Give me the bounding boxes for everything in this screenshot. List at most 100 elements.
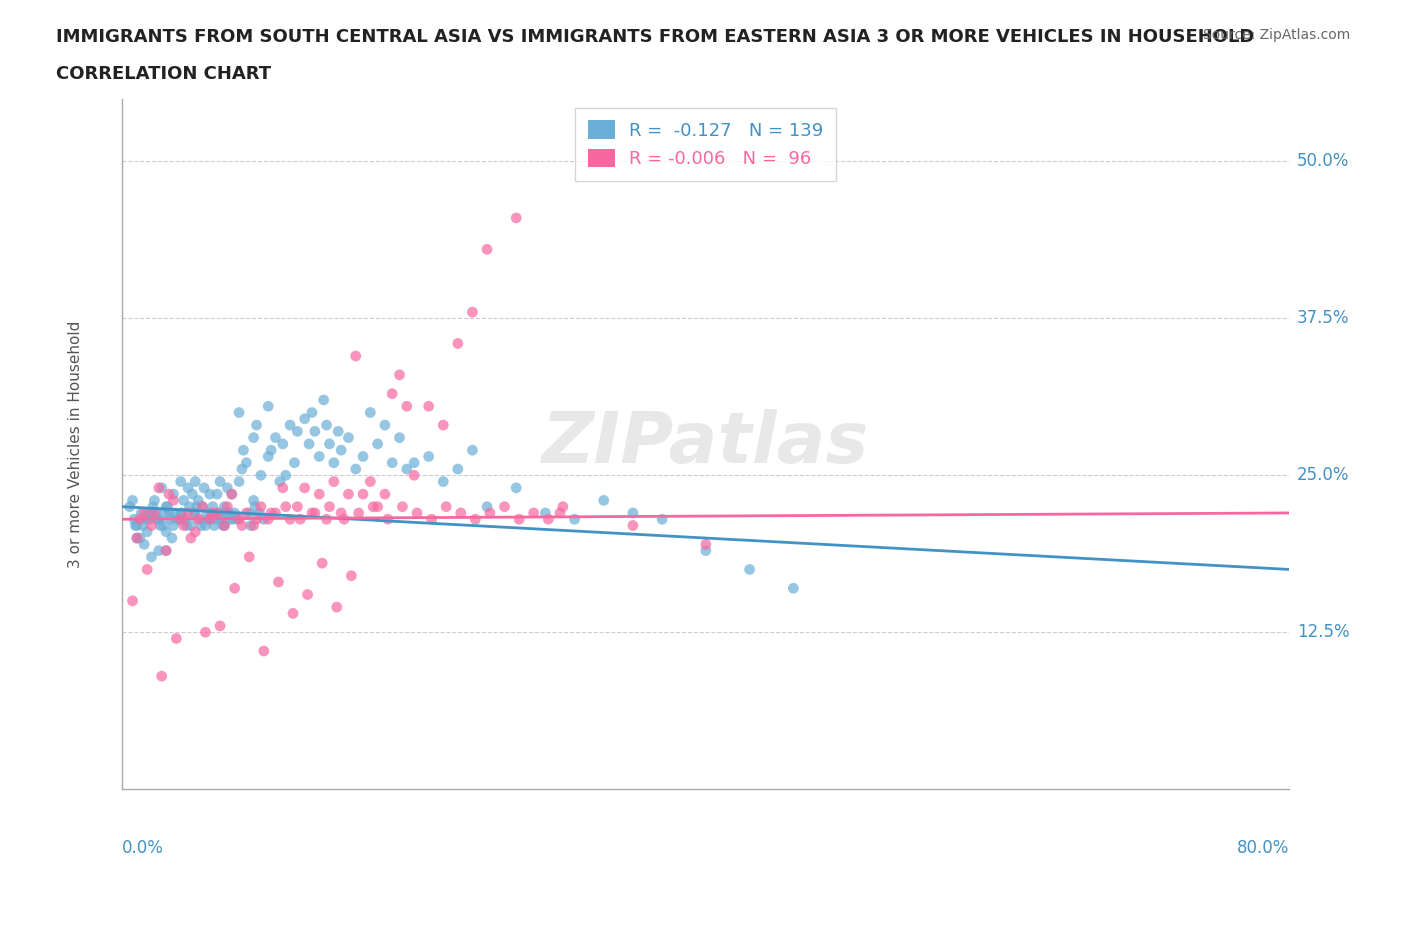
Point xyxy=(143,493,166,508)
Point xyxy=(207,506,229,521)
Point xyxy=(165,631,187,646)
Point xyxy=(228,512,250,526)
Point xyxy=(257,399,280,414)
Point xyxy=(250,499,273,514)
Point xyxy=(447,336,470,351)
Point xyxy=(239,518,262,533)
Point xyxy=(159,512,181,526)
Point xyxy=(308,449,330,464)
Point xyxy=(170,506,193,521)
Point xyxy=(191,499,214,514)
Point xyxy=(287,424,309,439)
Point xyxy=(187,512,209,526)
Point xyxy=(304,506,326,521)
Point xyxy=(121,493,143,508)
Point xyxy=(621,518,644,533)
Point xyxy=(150,481,173,496)
Point xyxy=(118,499,141,514)
Point xyxy=(148,543,170,558)
Point xyxy=(217,499,239,514)
Point xyxy=(534,506,557,521)
Point xyxy=(434,499,457,514)
Point xyxy=(301,405,323,420)
Point xyxy=(388,367,411,382)
Point xyxy=(224,581,246,596)
Point xyxy=(505,210,527,225)
Point xyxy=(134,506,156,521)
Point xyxy=(278,418,301,432)
Point xyxy=(125,518,148,533)
Point xyxy=(162,486,184,501)
Text: 3 or more Vehicles in Household: 3 or more Vehicles in Household xyxy=(67,320,83,567)
Point xyxy=(238,550,260,565)
Point xyxy=(564,512,586,526)
Point xyxy=(180,518,202,533)
Point xyxy=(170,512,193,526)
Point xyxy=(328,424,350,439)
Point xyxy=(201,499,224,514)
Point xyxy=(201,506,224,521)
Point xyxy=(141,550,163,565)
Point xyxy=(278,512,301,526)
Point xyxy=(146,512,169,526)
Text: 12.5%: 12.5% xyxy=(1296,623,1350,641)
Point xyxy=(318,499,340,514)
Point xyxy=(260,506,283,521)
Point xyxy=(304,424,326,439)
Point xyxy=(243,499,266,514)
Point xyxy=(312,392,335,407)
Point xyxy=(194,518,217,533)
Point xyxy=(245,418,267,432)
Point xyxy=(129,506,152,521)
Point xyxy=(274,499,297,514)
Point xyxy=(257,449,280,464)
Point xyxy=(198,486,221,501)
Point xyxy=(121,593,143,608)
Point xyxy=(162,518,184,533)
Point xyxy=(242,493,264,508)
Point xyxy=(264,506,287,521)
Point xyxy=(264,431,287,445)
Point xyxy=(330,443,353,458)
Point xyxy=(253,644,276,658)
Point xyxy=(475,242,498,257)
Point xyxy=(150,669,173,684)
Point xyxy=(125,531,148,546)
Point xyxy=(186,499,208,514)
Point xyxy=(381,456,404,471)
Point xyxy=(344,349,367,364)
Point xyxy=(155,543,177,558)
Point xyxy=(592,493,614,508)
Point xyxy=(122,512,145,526)
Point xyxy=(432,474,454,489)
Point xyxy=(269,474,291,489)
Point xyxy=(180,531,202,546)
Point xyxy=(311,556,333,571)
Point xyxy=(508,512,530,526)
Point xyxy=(231,461,253,476)
Point xyxy=(447,461,470,476)
Point xyxy=(322,474,344,489)
Point xyxy=(149,518,172,533)
Point xyxy=(537,512,560,526)
Point xyxy=(315,418,337,432)
Point xyxy=(267,575,290,590)
Point xyxy=(340,568,363,583)
Point xyxy=(450,506,472,521)
Point xyxy=(224,506,246,521)
Point xyxy=(215,506,238,521)
Point xyxy=(128,531,150,546)
Point xyxy=(226,512,249,526)
Point xyxy=(162,493,184,508)
Text: 80.0%: 80.0% xyxy=(1237,840,1289,857)
Point xyxy=(232,443,254,458)
Point xyxy=(315,512,337,526)
Point xyxy=(211,512,233,526)
Point xyxy=(388,431,411,445)
Point xyxy=(621,506,644,521)
Point xyxy=(478,506,501,521)
Point xyxy=(136,525,159,539)
Point xyxy=(461,305,484,320)
Point xyxy=(297,587,319,602)
Text: 37.5%: 37.5% xyxy=(1296,310,1350,327)
